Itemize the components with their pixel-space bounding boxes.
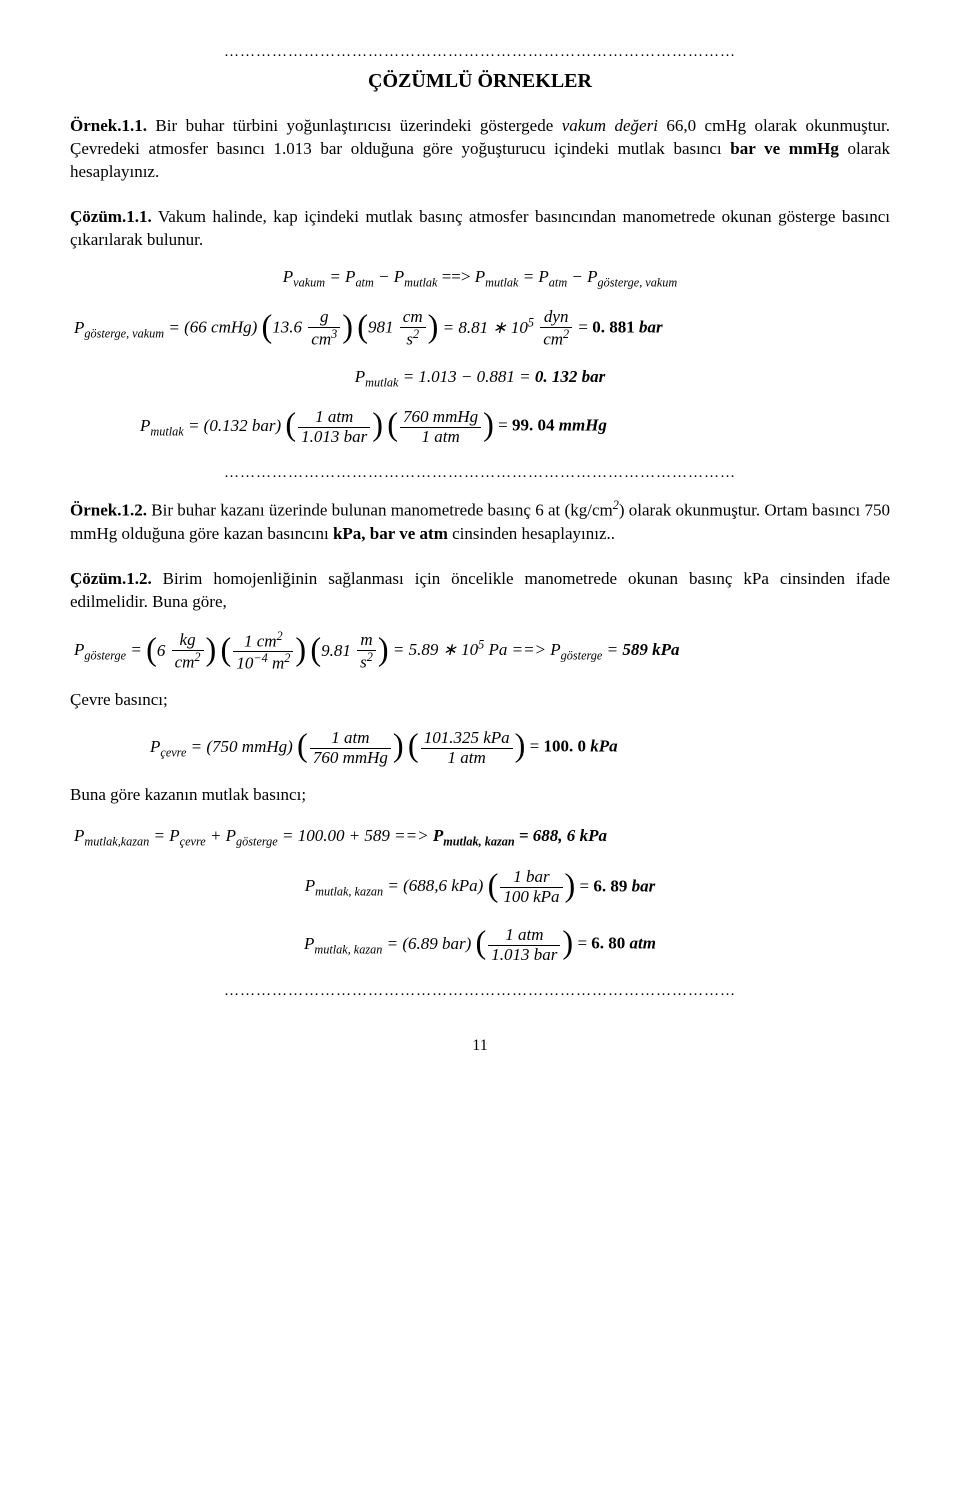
eq5-f2d: 10−4 m2 bbox=[233, 652, 293, 673]
page-number: 11 bbox=[70, 1035, 890, 1057]
eq1: Pvakum = Patm − Pmutlak ==> Pmutlak = Pa… bbox=[70, 266, 890, 291]
ex11-label: Örnek.1.1. bbox=[70, 116, 147, 135]
ex12-b1: kPa, bar ve atm bbox=[333, 524, 448, 543]
coz11-text: Vakum halinde, kap içindeki mutlak basın… bbox=[70, 207, 890, 249]
dots-top: …………………………………………………………………………………… bbox=[70, 42, 890, 62]
eq1-arrow: ==> bbox=[437, 267, 474, 286]
eq5: Pgösterge = (6 kgcm2) (1 cm210−4 m2) (9.… bbox=[70, 630, 890, 674]
eq6: Pçevre = (750 mmHg) (1 atm760 mmHg) (101… bbox=[70, 726, 890, 770]
eq2: Pgösterge, vakum = (66 cmHg) (13.6 gcm3)… bbox=[70, 307, 890, 351]
example-1-2: Örnek.1.2. Bir buhar kazanı üzerinde bul… bbox=[70, 497, 890, 546]
ex11-vakum: vakum değeri bbox=[562, 116, 658, 135]
eq2-f2d: s2 bbox=[400, 328, 426, 349]
eq2-p1: (66 cmHg) bbox=[184, 318, 257, 337]
eq2-mid: = 8.81 ∗ 105 bbox=[443, 318, 539, 337]
eq2-m2: 981 bbox=[368, 318, 394, 337]
eq4-res: = 99. 04 mmHg bbox=[498, 416, 607, 435]
eq2-f3d: cm2 bbox=[540, 328, 572, 349]
eq5-lhs: Pgösterge = bbox=[74, 640, 146, 659]
eq9-res: = 6. 80 atm bbox=[577, 934, 656, 953]
eq7: Pmutlak,kazan = Pçevre + Pgösterge = 100… bbox=[70, 825, 890, 850]
eq6-f2d: 1 atm bbox=[421, 749, 513, 768]
eq6-res: = 100. 0 kPa bbox=[530, 737, 618, 756]
eq5-m1: 6 bbox=[157, 640, 166, 659]
eq2-res: = 0. 881 bar bbox=[578, 318, 662, 337]
eq6-f2n: 101.325 kPa bbox=[421, 729, 513, 749]
eq4-f1d: 1.013 bar bbox=[298, 428, 370, 447]
eq8: Pmutlak, kazan = (688,6 kPa) (1 bar100 k… bbox=[70, 866, 890, 910]
eq5-f3n: m bbox=[357, 631, 376, 651]
eq5-f2n: 1 cm2 bbox=[233, 630, 293, 652]
dots-bottom: …………………………………………………………………………………… bbox=[70, 981, 890, 1001]
eq1-lhs: Pvakum = Patm − Pmutlak bbox=[283, 267, 438, 286]
eq2-f2n: cm bbox=[400, 308, 426, 328]
eq3: Pmutlak = 1.013 − 0.881 = 0. 132 bar bbox=[70, 366, 890, 391]
eq9: Pmutlak, kazan = (6.89 bar) (1 atm1.013 … bbox=[70, 923, 890, 967]
eq8-res: = 6. 89 bar bbox=[580, 876, 656, 895]
buna-label: Buna göre kazanın mutlak basıncı; bbox=[70, 784, 890, 807]
dots-mid1: …………………………………………………………………………………… bbox=[70, 463, 890, 483]
eq2-f3n: dyn bbox=[540, 308, 572, 328]
coz12-text: Birim homojenliğinin sağlanması için önc… bbox=[70, 569, 890, 611]
eq4: Pmutlak = (0.132 bar) (1 atm1.013 bar) (… bbox=[70, 405, 890, 449]
ex12-label: Örnek.1.2. bbox=[70, 501, 147, 520]
ex12-t1: Bir buhar kazanı üzerinde bulunan manome… bbox=[147, 501, 613, 520]
eq1-rhs: Pmutlak = Patm − Pgösterge, vakum bbox=[475, 267, 678, 286]
eq5-f1n: kg bbox=[172, 631, 204, 651]
eq6-f1n: 1 atm bbox=[310, 729, 391, 749]
example-1-1: Örnek.1.1. Bir buhar türbini yoğunlaştır… bbox=[70, 115, 890, 184]
solution-1-1: Çözüm.1.1. Vakum halinde, kap içindeki m… bbox=[70, 206, 890, 252]
eq5-m3: 9.81 bbox=[321, 640, 351, 659]
eq9-f1d: 1.013 bar bbox=[488, 946, 560, 965]
eq6-lhs: Pçevre = (750 mmHg) bbox=[150, 737, 293, 756]
solution-1-2: Çözüm.1.2. Birim homojenliğinin sağlanma… bbox=[70, 568, 890, 614]
eq9-lhs: Pmutlak, kazan = (6.89 bar) bbox=[304, 934, 471, 953]
eq2-lhs: Pgösterge, vakum = bbox=[74, 318, 184, 337]
eq4-lhs: Pmutlak = (0.132 bar) bbox=[140, 416, 281, 435]
coz12-label: Çözüm.1.2. bbox=[70, 569, 152, 588]
eq8-f1d: 100 kPa bbox=[500, 888, 562, 907]
eq5-f1d: cm2 bbox=[172, 651, 204, 672]
eq5-mid: = 5.89 ∗ 105 Pa ==> Pgösterge = 589 kPa bbox=[393, 640, 680, 659]
cevre-label: Çevre basıncı; bbox=[70, 689, 890, 712]
eq2-f1d: cm3 bbox=[308, 328, 340, 349]
eq8-lhs: Pmutlak, kazan = (688,6 kPa) bbox=[305, 876, 484, 895]
ex12-t3: cinsinden hesaplayınız.. bbox=[448, 524, 615, 543]
eq4-f2n: 760 mmHg bbox=[400, 408, 481, 428]
eq8-f1n: 1 bar bbox=[500, 868, 562, 888]
eq6-f1d: 760 mmHg bbox=[310, 749, 391, 768]
coz11-label: Çözüm.1.1. bbox=[70, 207, 152, 226]
eq2-m1: 13.6 bbox=[272, 318, 302, 337]
ex11-b1: bar ve mmHg bbox=[730, 139, 839, 158]
eq2-f1n: g bbox=[308, 308, 340, 328]
eq5-f3d: s2 bbox=[357, 651, 376, 672]
eq4-f1n: 1 atm bbox=[298, 408, 370, 428]
page-title: ÇÖZÜMLÜ ÖRNEKLER bbox=[70, 68, 890, 95]
eq9-f1n: 1 atm bbox=[488, 926, 560, 946]
ex11-t1: Bir buhar türbini yoğunlaştırıcısı üzeri… bbox=[147, 116, 562, 135]
eq4-f2d: 1 atm bbox=[400, 428, 481, 447]
